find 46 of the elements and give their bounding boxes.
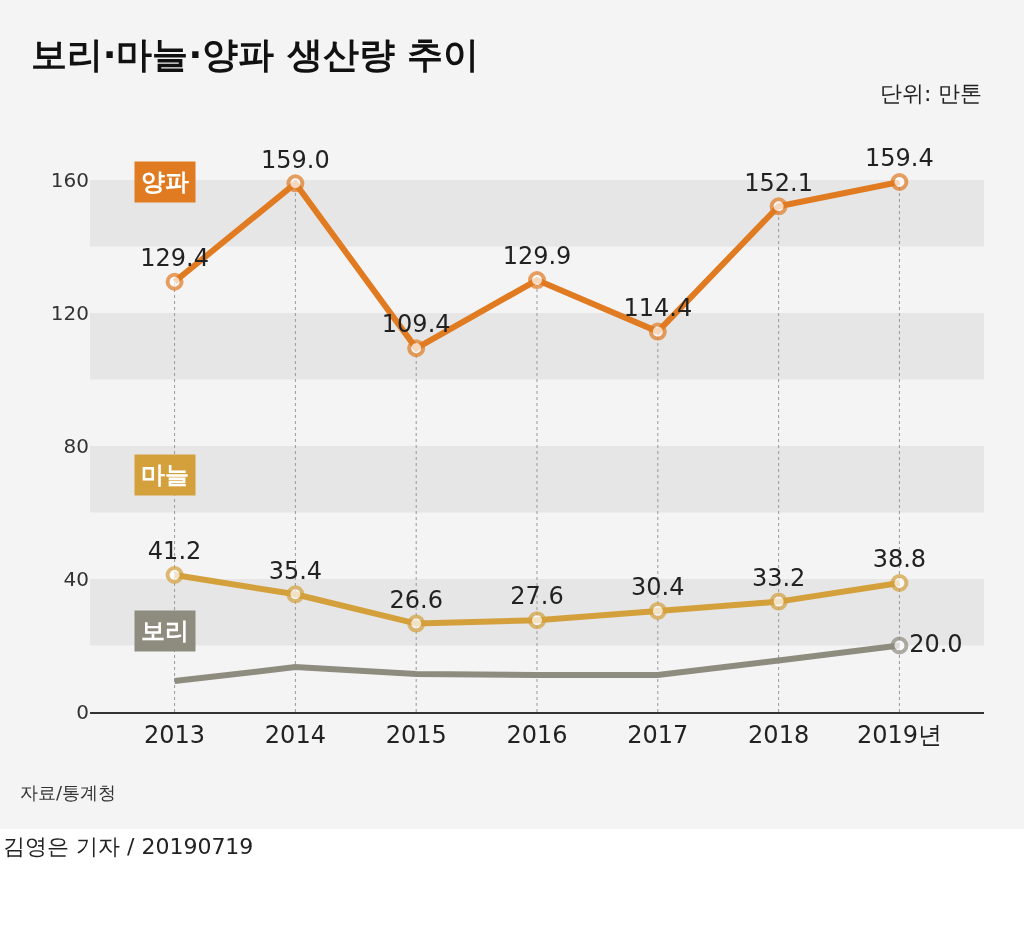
data-label: 20.0 bbox=[909, 629, 963, 658]
data-label: 30.4 bbox=[631, 573, 685, 602]
data-label: 26.6 bbox=[389, 585, 443, 614]
y-tick-label: 0 bbox=[76, 700, 89, 724]
point bbox=[407, 614, 426, 633]
text: 마늘 bbox=[141, 461, 189, 489]
data-label: 152.1 bbox=[744, 168, 813, 197]
point bbox=[890, 173, 909, 191]
text: 단위: 만톤 bbox=[880, 81, 983, 106]
text: 양파 bbox=[141, 168, 189, 196]
point bbox=[286, 585, 305, 604]
point bbox=[528, 271, 546, 290]
point bbox=[286, 174, 305, 193]
point bbox=[165, 566, 184, 584]
y-tick-label: 120 bbox=[50, 301, 89, 325]
x-tick-label: 2013 bbox=[144, 720, 206, 749]
data-label: 38.8 bbox=[872, 545, 927, 574]
y-tick-label: 160 bbox=[50, 168, 89, 192]
chart-title: 보리·마늘·양파 생산량 추이 bbox=[30, 33, 480, 75]
series-label: 보리 bbox=[141, 617, 189, 645]
data-label: 35.4 bbox=[268, 556, 323, 585]
point bbox=[528, 611, 546, 630]
point bbox=[769, 197, 788, 216]
point bbox=[890, 573, 909, 592]
x-tick-label: 2018 bbox=[748, 720, 810, 749]
point bbox=[648, 601, 667, 620]
data-label: 129.9 bbox=[502, 242, 572, 271]
data-label: 33.2 bbox=[751, 563, 806, 592]
x-tick-label: 2015 bbox=[385, 720, 447, 749]
data-label: 41.2 bbox=[147, 537, 202, 566]
point bbox=[648, 322, 667, 341]
x-tick-label: 2016 bbox=[506, 720, 568, 749]
x-tick-label: 2014 bbox=[264, 720, 326, 749]
data-label: 159.4 bbox=[865, 144, 934, 173]
data-label: 159.0 bbox=[261, 145, 330, 174]
y-tick-label: 80 bbox=[63, 434, 89, 458]
point bbox=[769, 592, 788, 611]
point bbox=[407, 339, 426, 358]
data-label: 27.6 bbox=[510, 582, 564, 611]
point bbox=[165, 272, 184, 291]
point bbox=[890, 636, 909, 655]
x-tick-label: 2017 bbox=[627, 720, 689, 749]
y-tick-label: 40 bbox=[63, 567, 89, 591]
text: 김영은 기자 / 20190719 bbox=[3, 834, 254, 859]
text: 자료/통계청 bbox=[20, 782, 117, 803]
x-tick-label: 2019년 bbox=[856, 720, 942, 749]
